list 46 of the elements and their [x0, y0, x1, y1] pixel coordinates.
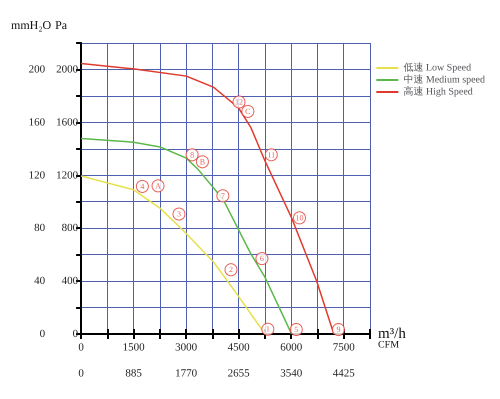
x2-tick-label: 885 — [125, 368, 142, 380]
annotation: 8 — [190, 150, 194, 160]
annotation: 12 — [235, 97, 244, 106]
legend-label: 中速 Medium speed — [403, 74, 485, 86]
y-tick-label: 160 — [28, 116, 46, 128]
annotation: 9 — [336, 325, 340, 334]
y2-axis-title: Pa — [55, 18, 68, 32]
x-tick-label: 4500 — [228, 342, 250, 354]
y-tick-label: 80 — [34, 222, 46, 234]
annotation: 7 — [220, 191, 225, 200]
legend-label: 高速 High Speed — [403, 86, 473, 98]
x2-tick-label: 1770 — [175, 368, 198, 380]
x2-tick-label: 2655 — [228, 368, 250, 380]
x-tick-label: 6000 — [280, 342, 303, 354]
y2-tick-label: 0 — [72, 328, 79, 340]
annotation: B — [200, 157, 206, 166]
annotation: 10 — [295, 213, 304, 222]
annotation: 5 — [294, 325, 298, 334]
y2-tick-label: 2000 — [56, 63, 79, 76]
legend-label: 低速 Low Speed — [403, 62, 472, 74]
annotation: A — [155, 181, 162, 190]
y2-tick-label: 1600 — [56, 116, 79, 128]
y2-tick-label: 1200 — [56, 169, 79, 182]
x2-axis-title: CFM — [378, 340, 400, 350]
annotation: 2 — [228, 265, 233, 274]
annotation: 11 — [267, 150, 276, 160]
y-tick-label: 120 — [28, 169, 46, 182]
annotation: C — [245, 106, 251, 116]
y2-tick-label: 400 — [62, 275, 79, 288]
y-tick-label: 0 — [40, 328, 46, 340]
y-axis-title: mmH₂O — [11, 18, 52, 32]
x-tick-label: 3000 — [175, 342, 198, 354]
annotation: 6 — [260, 254, 264, 264]
x2-tick-label: 3540 — [280, 368, 303, 380]
x2-tick-label: 4425 — [332, 368, 356, 380]
x-tick-label: 7500 — [332, 342, 356, 354]
annotation: 1 — [266, 324, 270, 334]
annotation: 3 — [176, 210, 181, 219]
annotation: 4 — [140, 182, 144, 191]
x-tick-label: 0 — [78, 342, 84, 354]
y2-tick-label: 800 — [62, 222, 79, 234]
y-tick-label: 200 — [28, 63, 46, 76]
y-tick-label: 40 — [34, 275, 46, 288]
x2-tick-label: 0 — [78, 368, 84, 380]
x-axis-title: m³/h — [378, 326, 406, 342]
x-tick-label: 1500 — [122, 342, 146, 354]
